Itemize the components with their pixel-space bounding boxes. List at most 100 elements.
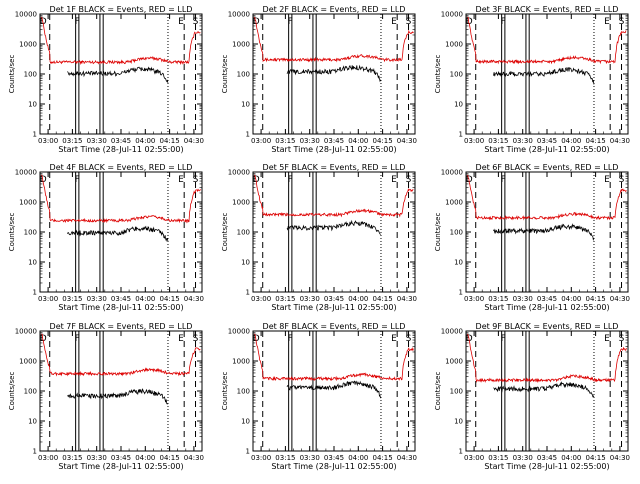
detector-panel: Det 2F BLACK = Events, RED = LLD 1 10 100 10…: [221, 5, 417, 154]
x-tick-label: 03:15: [62, 137, 82, 145]
x-tick-label: 03:45: [111, 454, 131, 462]
plot-frame: [252, 330, 416, 452]
x-tick-label: 03:15: [488, 454, 508, 462]
y-axis-label: Counts/sec: [221, 55, 229, 94]
marker-label: E: [604, 175, 610, 185]
x-axis-label: Start Time (28-Jul-11 02:55:00): [484, 462, 609, 471]
x-tick-label: 04:30: [397, 295, 417, 303]
x-tick-label: 04:00: [135, 137, 155, 145]
events-series-line: [67, 225, 169, 242]
detector-panel: Det 5F BLACK = Events, RED = LLD 1 10 100 10…: [221, 163, 417, 312]
y-tick-label: 1: [246, 448, 250, 456]
x-axis-label: Start Time (28-Jul-11 02:55:00): [58, 462, 183, 471]
marker-label: S: [193, 17, 199, 27]
marker-label: S: [193, 334, 199, 344]
y-tick-label: 10: [241, 418, 250, 426]
x-tick-label: 03:15: [62, 454, 82, 462]
y-tick-label: 100: [450, 229, 463, 237]
events-series-line: [286, 380, 381, 399]
y-tick-label: 1: [459, 131, 463, 139]
x-tick-label: 03:30: [300, 295, 320, 303]
marker-label: F: [288, 17, 293, 27]
y-tick-label: 1000: [232, 358, 250, 366]
marker-label: D: [40, 175, 47, 185]
y-axis-label: Counts/sec: [434, 372, 442, 411]
x-tick-label: 04:30: [184, 137, 204, 145]
y-tick-label: 1000: [445, 199, 463, 207]
marker-label: S: [619, 17, 625, 27]
x-tick-label: 04:30: [184, 454, 204, 462]
x-tick-label: 03:30: [513, 454, 533, 462]
x-axis-label: Start Time (28-Jul-11 02:55:00): [271, 462, 396, 471]
x-tick-label: 03:15: [488, 137, 508, 145]
x-tick-label: 03:45: [324, 295, 344, 303]
x-tick-label: 04:15: [373, 454, 393, 462]
marker-label: D: [466, 17, 473, 27]
x-tick-label: 03:00: [38, 137, 58, 145]
x-tick-label: 03:00: [251, 137, 271, 145]
x-tick-label: 04:00: [135, 295, 155, 303]
x-tick-label: 03:00: [464, 295, 484, 303]
x-tick-label: 04:15: [586, 137, 606, 145]
x-axis-label: Start Time (28-Jul-11 02:55:00): [58, 145, 183, 154]
lld-series-line: [41, 333, 201, 377]
marker-label: F: [288, 334, 293, 344]
marker-label: F: [501, 17, 506, 27]
y-tick-label: 10: [28, 418, 37, 426]
y-tick-label: 100: [450, 71, 463, 79]
lld-series-line: [254, 16, 414, 63]
y-tick-label: 10000: [228, 11, 250, 19]
x-tick-label: 03:45: [537, 295, 557, 303]
panel-title: Det 2F BLACK = Events, RED = LLD: [263, 5, 406, 14]
plot-frame: [252, 13, 416, 135]
x-tick-label: 03:45: [537, 454, 557, 462]
y-tick-label: 10000: [228, 169, 250, 177]
x-tick-label: 03:15: [275, 137, 295, 145]
lld-series-line: [41, 174, 201, 224]
detector-panel: Det 7F BLACK = Events, RED = LLD 1 10 100 10…: [8, 322, 204, 471]
y-tick-label: 1000: [232, 199, 250, 207]
panel-title: Det 6F BLACK = Events, RED = LLD: [476, 163, 619, 172]
x-tick-label: 03:30: [513, 137, 533, 145]
y-tick-label: 100: [24, 229, 37, 237]
events-series-line: [493, 66, 595, 85]
x-tick-label: 04:30: [184, 295, 204, 303]
y-tick-label: 10000: [15, 328, 37, 336]
y-tick-label: 10: [28, 259, 37, 267]
y-tick-label: 10: [454, 418, 463, 426]
x-tick-label: 04:15: [586, 454, 606, 462]
y-tick-label: 10: [28, 101, 37, 109]
panel-title: Det 5F BLACK = Events, RED = LLD: [263, 163, 406, 172]
marker-label: S: [406, 17, 412, 27]
x-axis-label: Start Time (28-Jul-11 02:55:00): [271, 303, 396, 312]
y-tick-label: 100: [237, 229, 250, 237]
y-tick-label: 100: [450, 388, 463, 396]
marker-label: S: [406, 334, 412, 344]
y-tick-label: 100: [237, 71, 250, 79]
marker-label: F: [501, 175, 506, 185]
x-tick-label: 03:15: [488, 295, 508, 303]
marker-label: S: [406, 175, 412, 185]
events-series-line: [286, 64, 381, 83]
x-tick-label: 03:00: [251, 295, 271, 303]
y-tick-label: 10: [454, 259, 463, 267]
marker-label: S: [619, 334, 625, 344]
y-axis-label: Counts/sec: [8, 213, 16, 252]
events-series-line: [493, 381, 595, 398]
y-tick-label: 1000: [19, 199, 37, 207]
panel-title: Det 8F BLACK = Events, RED = LLD: [263, 322, 406, 331]
marker-label: F: [75, 175, 80, 185]
lld-series-line: [467, 16, 627, 65]
x-axis-label: Start Time (28-Jul-11 02:55:00): [484, 303, 609, 312]
panel-title: Det 4F BLACK = Events, RED = LLD: [50, 163, 193, 172]
x-tick-label: 03:00: [38, 295, 58, 303]
x-tick-label: 04:15: [373, 295, 393, 303]
x-tick-label: 03:00: [251, 454, 271, 462]
y-axis-label: Counts/sec: [221, 372, 229, 411]
marker-label: E: [604, 334, 610, 344]
panel-title: Det 3F BLACK = Events, RED = LLD: [476, 5, 619, 14]
detector-panel: Det 8F BLACK = Events, RED = LLD 1 10 100 10…: [221, 322, 417, 471]
x-tick-label: 03:30: [87, 137, 107, 145]
